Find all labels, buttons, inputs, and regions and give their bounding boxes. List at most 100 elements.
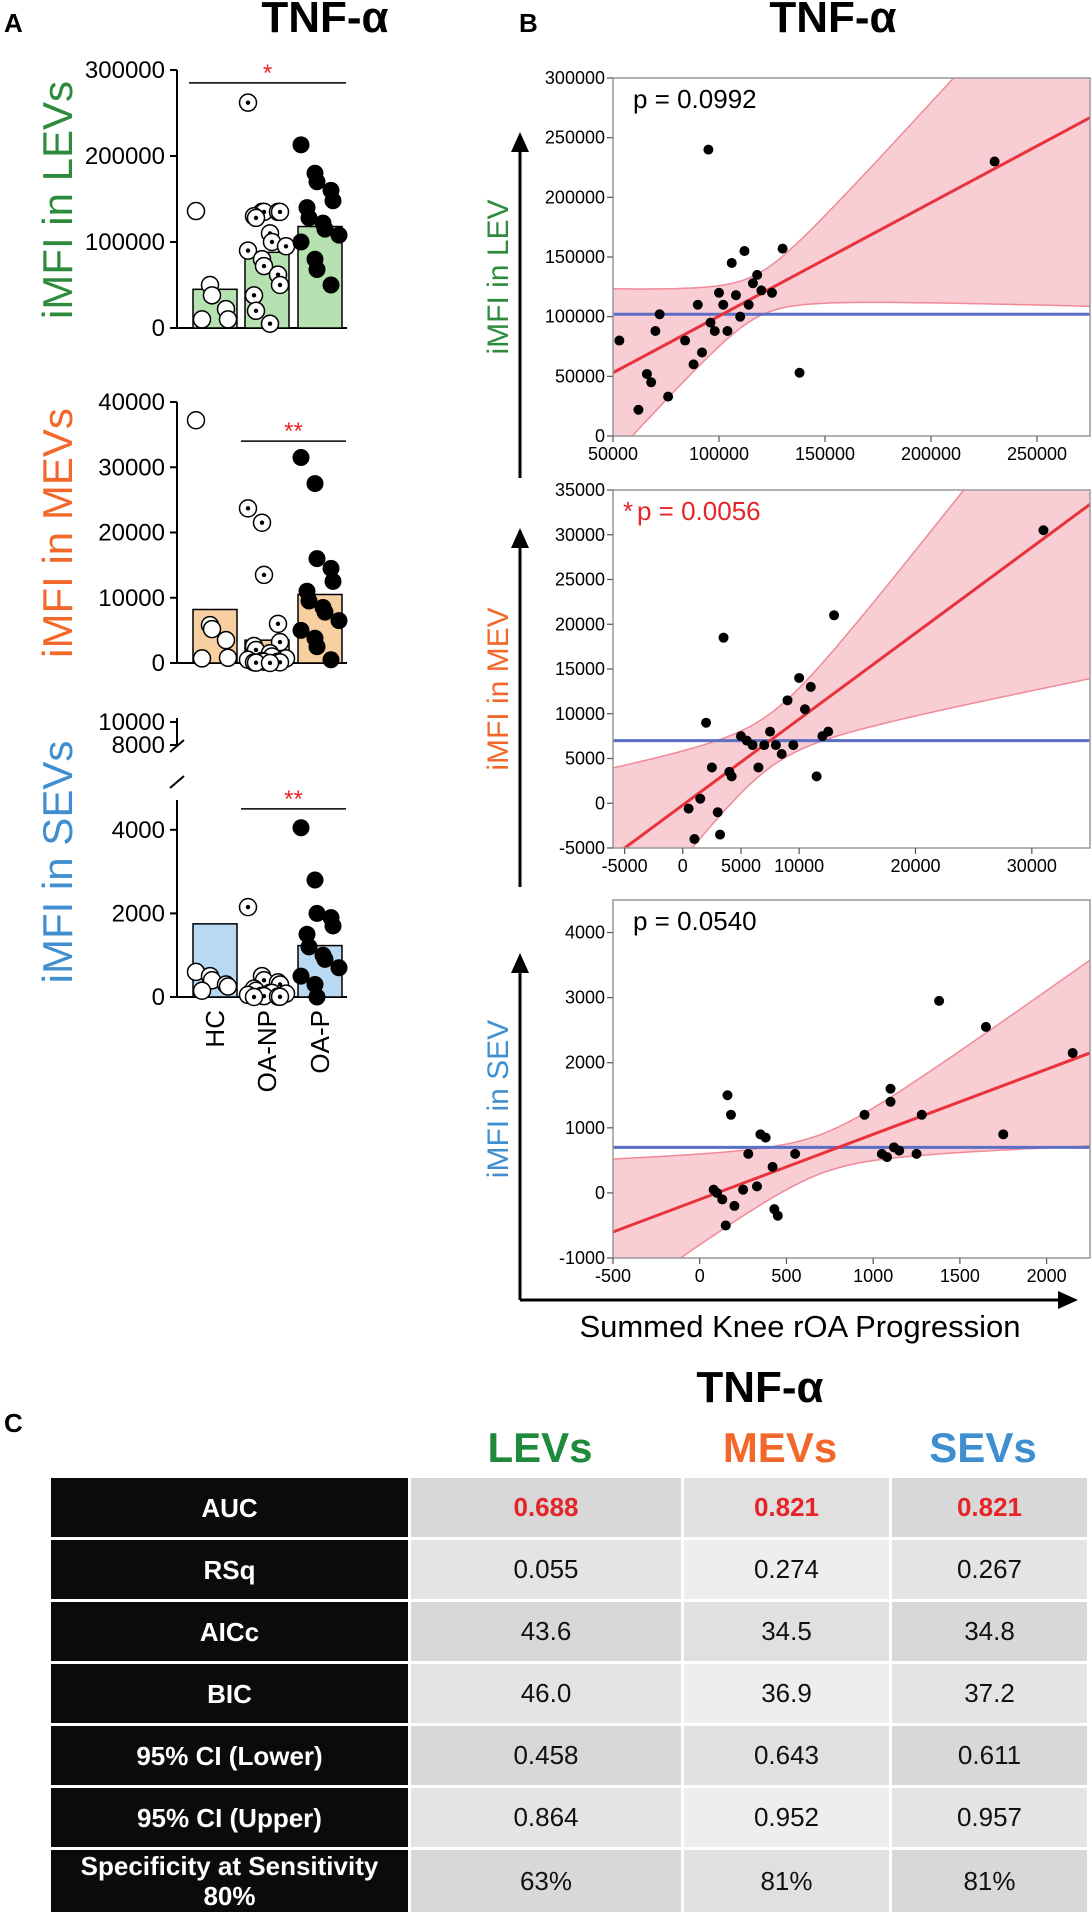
x-tick-label: 1500 <box>940 1266 980 1286</box>
data-point-center <box>275 621 281 627</box>
x-tick-label: 100000 <box>689 444 749 464</box>
y-axis-label: iMFI in MEV <box>482 607 515 770</box>
data-point <box>794 672 805 683</box>
data-point <box>759 740 770 751</box>
table-cell: 0.821 <box>892 1478 1087 1537</box>
data-point <box>980 1021 991 1032</box>
y-tick-label: 200000 <box>85 143 165 170</box>
data-point <box>799 704 810 715</box>
data-point <box>765 726 776 737</box>
table-cell: 34.8 <box>892 1602 1087 1661</box>
data-point <box>859 1109 870 1120</box>
data-point <box>747 740 758 751</box>
data-point <box>322 559 340 577</box>
data-point <box>725 1109 736 1120</box>
data-point <box>722 325 733 336</box>
significance-label: ** <box>284 418 303 445</box>
data-point <box>689 834 700 845</box>
plot-area <box>613 490 1090 848</box>
data-point <box>308 261 326 279</box>
y-tick-label: 250000 <box>545 128 605 148</box>
data-point <box>330 612 348 630</box>
data-point <box>216 630 236 650</box>
confidence-band <box>613 78 1090 436</box>
data-point <box>934 995 945 1006</box>
table-cell: 0.458 <box>411 1726 681 1785</box>
data-point <box>308 638 326 656</box>
panel-label-b: B <box>519 8 538 38</box>
data-point <box>805 681 816 692</box>
data-point <box>322 651 340 669</box>
x-tick-label: 20000 <box>890 856 940 876</box>
y-tick-label: -5000 <box>559 838 605 858</box>
data-point-center <box>245 100 251 105</box>
table-row: Specificity at Sensitivity 80% 63% 81% 81% <box>51 1850 1087 1912</box>
data-point <box>706 762 717 773</box>
data-point <box>751 1181 762 1192</box>
data-point-center <box>253 308 259 313</box>
table-cell: 36.9 <box>684 1664 889 1723</box>
y-tick-label: 300000 <box>85 57 165 84</box>
table-row: 95% CI (Upper) 0.864 0.952 0.957 <box>51 1788 1087 1847</box>
data-point <box>316 220 334 238</box>
ci-upper <box>613 959 1090 1160</box>
y-tick-label: 30000 <box>98 454 165 481</box>
data-point <box>767 287 777 298</box>
data-point <box>777 243 788 254</box>
title-a: TNF-α <box>261 0 388 42</box>
table-row: AUC 0.688 0.821 0.821 <box>51 1478 1087 1537</box>
y-tick-label: 0 <box>152 315 165 342</box>
data-point <box>811 771 822 782</box>
row-header: BIC <box>51 1664 408 1723</box>
col-header-levs: LEVs <box>487 1424 592 1471</box>
table-cell: 46.0 <box>411 1664 681 1723</box>
table-cell: 34.5 <box>684 1602 889 1661</box>
b-axes-arrows <box>518 148 1062 1302</box>
y-tick-label: 0 <box>595 1183 605 1203</box>
y-tick-label: 5000 <box>565 749 605 769</box>
data-point <box>735 311 746 322</box>
y-tick-label: 0 <box>595 793 605 813</box>
ci-upper <box>613 490 965 769</box>
data-point <box>633 404 644 415</box>
data-point <box>747 278 758 289</box>
data-point <box>646 377 657 388</box>
data-point <box>722 1090 733 1101</box>
data-point <box>726 771 737 782</box>
table-cell: 0.821 <box>684 1478 889 1537</box>
data-point <box>202 286 222 305</box>
data-point <box>882 1152 893 1163</box>
table-cell: 0.957 <box>892 1788 1087 1847</box>
data-point <box>767 1161 778 1172</box>
row-header: 95% CI (Lower) <box>51 1726 408 1785</box>
ci-lower <box>679 1145 1090 1258</box>
data-point <box>1038 525 1049 536</box>
data-point <box>298 925 316 943</box>
data-point <box>330 226 348 244</box>
table-cell: 0.864 <box>411 1788 681 1847</box>
data-point <box>752 269 763 280</box>
data-point <box>614 335 625 346</box>
y-tick-label: 30000 <box>555 525 605 545</box>
data-point-center <box>277 982 283 987</box>
x-tick-label: 1000 <box>853 1266 893 1286</box>
data-point-center <box>251 994 257 1000</box>
data-point <box>306 475 324 493</box>
data-point <box>760 1132 771 1143</box>
plot-frame <box>612 899 1091 1259</box>
x-tick-label: 50000 <box>588 444 638 464</box>
y-axis-label: iMFI in SEV <box>482 1020 515 1178</box>
data-point-center <box>245 248 251 253</box>
col-header-mevs: MEVs <box>723 1424 837 1471</box>
data-point <box>316 603 334 621</box>
x-tick-label: 150000 <box>795 444 855 464</box>
row-header: AICc <box>51 1602 408 1661</box>
data-point-center <box>245 904 251 910</box>
x-tick-label: 2000 <box>1027 1266 1067 1286</box>
p-star: * <box>623 496 633 526</box>
y-axis-label: iMFI in MEVs <box>34 408 81 658</box>
data-point <box>308 550 326 568</box>
table-row: BIC 46.0 36.9 37.2 <box>51 1664 1087 1723</box>
data-point <box>705 317 716 328</box>
data-point <box>743 299 754 310</box>
